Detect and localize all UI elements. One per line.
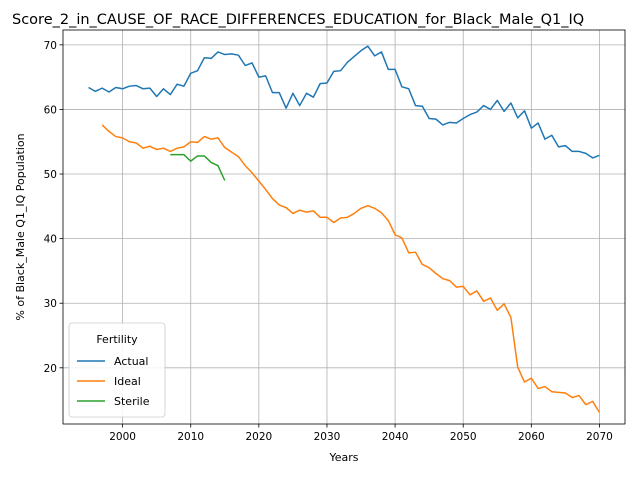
series-line-sterile: [170, 155, 225, 181]
y-tick-label: 40: [44, 234, 57, 246]
x-axis-label: Years: [328, 451, 358, 464]
y-tick-label: 50: [44, 169, 57, 181]
x-tick-label: 2070: [586, 431, 613, 443]
x-tick-label: 2040: [382, 431, 409, 443]
chart-title: Score_2_in_CAUSE_OF_RACE_DIFFERENCES_EDU…: [12, 12, 584, 28]
y-tick-label: 70: [44, 40, 57, 52]
y-tick-label: 20: [44, 363, 57, 375]
x-tick-label: 2020: [245, 431, 272, 443]
legend-label-actual: Actual: [114, 355, 148, 368]
legend-label-sterile: Sterile: [114, 395, 150, 408]
x-tick-label: 2010: [177, 431, 204, 443]
series-line-ideal: [102, 125, 599, 412]
y-axis-label: % of Black_Male Q1_IQ Population: [14, 133, 27, 320]
legend-title: Fertility: [96, 333, 138, 346]
legend: Fertility Actual Ideal Sterile: [69, 323, 165, 417]
x-tick-label: 2030: [314, 431, 341, 443]
x-tick-label: 2050: [450, 431, 477, 443]
series-line-actual: [89, 46, 600, 158]
y-tick-label: 60: [44, 104, 57, 116]
x-tick-label: 2060: [518, 431, 545, 443]
x-tick-label: 2000: [109, 431, 136, 443]
y-tick-label: 30: [44, 298, 57, 310]
legend-label-ideal: Ideal: [114, 375, 141, 388]
